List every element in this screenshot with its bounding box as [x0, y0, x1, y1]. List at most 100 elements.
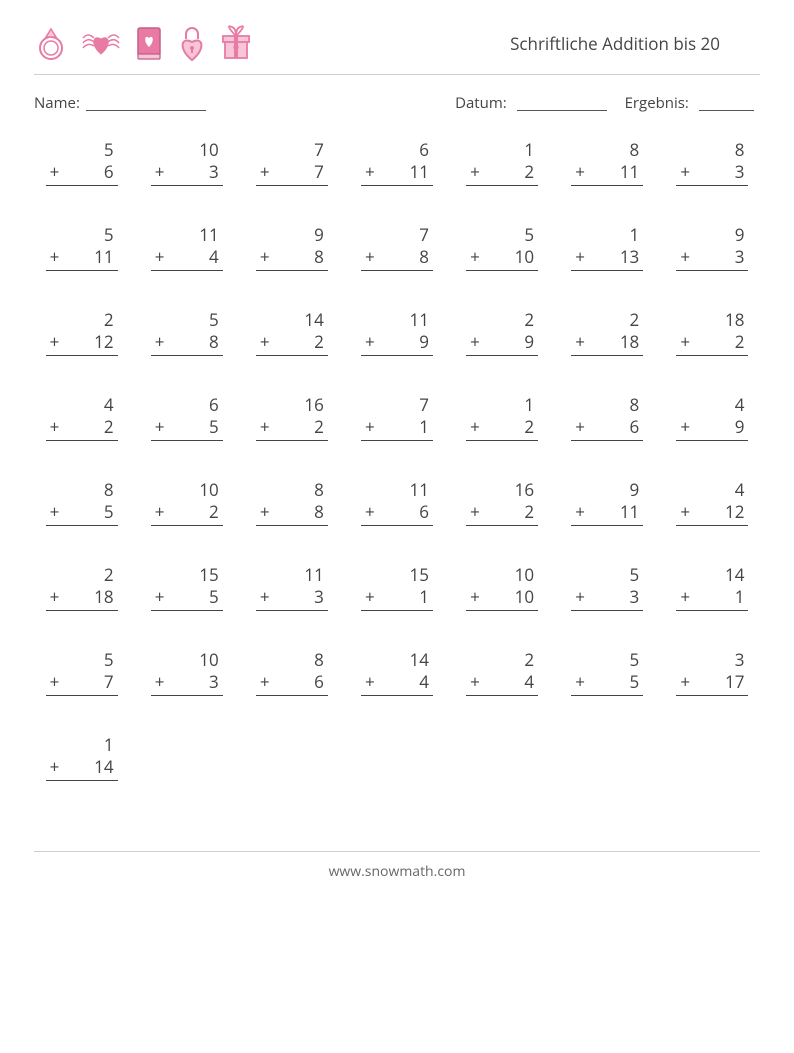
- addition-problem: 10+3: [151, 649, 223, 696]
- addition-problem: 15+5: [151, 564, 223, 611]
- addition-problem: 11+4: [151, 224, 223, 271]
- addend-bottom-row: +11: [571, 161, 643, 186]
- addend-top: 15: [151, 564, 223, 586]
- worksheet-page: Schriftliche Addition bis 20 Name: Datum…: [0, 0, 794, 907]
- plus-sign: +: [466, 586, 510, 608]
- plus-sign: +: [151, 586, 195, 608]
- meta-row: Name: Datum: Ergebnis:: [34, 93, 760, 113]
- addend-top: 6: [151, 394, 223, 416]
- addend-bottom-row: +1: [361, 416, 433, 441]
- addition-problem: 8+8: [256, 479, 328, 526]
- addend-bottom-row: +5: [46, 501, 118, 526]
- addend-bottom-row: +3: [151, 671, 223, 696]
- addition-problem: 2+12: [46, 309, 118, 356]
- addition-problem: 9+8: [256, 224, 328, 271]
- addend-bottom: 6: [300, 671, 324, 693]
- plus-sign: +: [676, 246, 720, 268]
- addend-bottom: 14: [90, 756, 114, 778]
- plus-sign: +: [676, 501, 720, 523]
- addition-problem: 14+2: [256, 309, 328, 356]
- addend-bottom: 3: [195, 161, 219, 183]
- addend-bottom-row: +11: [46, 246, 118, 271]
- addend-bottom: 12: [720, 501, 744, 523]
- date-blank[interactable]: [517, 97, 607, 111]
- plus-sign: +: [466, 161, 510, 183]
- result-blank[interactable]: [699, 97, 754, 111]
- plus-sign: +: [256, 416, 300, 438]
- addend-bottom-row: +4: [361, 671, 433, 696]
- plus-sign: +: [676, 416, 720, 438]
- addend-bottom-row: +10: [466, 246, 538, 271]
- addend-top: 16: [256, 394, 328, 416]
- addend-bottom: 6: [615, 416, 639, 438]
- addend-bottom: 13: [615, 246, 639, 268]
- plus-sign: +: [571, 501, 615, 523]
- addend-bottom: 2: [195, 501, 219, 523]
- addition-problem: 8+6: [256, 649, 328, 696]
- addend-top: 5: [46, 649, 118, 671]
- name-label: Name:: [34, 93, 80, 113]
- addend-bottom: 9: [510, 331, 534, 353]
- plus-sign: +: [676, 671, 720, 693]
- addend-bottom-row: +6: [46, 161, 118, 186]
- addition-problem: 5+3: [571, 564, 643, 611]
- addend-bottom-row: +6: [361, 501, 433, 526]
- problems-grid: 5+610+37+76+111+28+118+35+1111+49+87+85+…: [34, 139, 760, 781]
- addend-top: 14: [256, 309, 328, 331]
- plus-sign: +: [46, 246, 90, 268]
- addend-bottom: 5: [195, 586, 219, 608]
- addend-bottom: 4: [405, 671, 429, 693]
- addend-bottom-row: +3: [676, 246, 748, 271]
- footer-text: www.snowmath.com: [34, 862, 760, 891]
- addend-top: 8: [571, 394, 643, 416]
- result-label: Ergebnis:: [625, 93, 689, 113]
- addend-bottom: 1: [405, 586, 429, 608]
- addend-bottom-row: +18: [571, 331, 643, 356]
- addition-problem: 4+12: [676, 479, 748, 526]
- name-blank[interactable]: [86, 97, 206, 111]
- addition-problem: 3+17: [676, 649, 748, 696]
- addend-top: 2: [571, 309, 643, 331]
- addend-top: 4: [46, 394, 118, 416]
- addend-top: 14: [676, 564, 748, 586]
- addend-bottom: 9: [405, 331, 429, 353]
- addition-problem: 16+2: [466, 479, 538, 526]
- addition-problem: 2+18: [571, 309, 643, 356]
- addition-problem: 9+11: [571, 479, 643, 526]
- winged-heart-icon: [80, 28, 122, 58]
- addend-bottom-row: +11: [571, 501, 643, 526]
- addend-top: 1: [466, 139, 538, 161]
- addition-problem: 10+3: [151, 139, 223, 186]
- worksheet-title: Schriftliche Addition bis 20: [510, 32, 760, 55]
- addition-problem: 8+11: [571, 139, 643, 186]
- addend-bottom-row: +6: [571, 416, 643, 441]
- addition-problem: 16+2: [256, 394, 328, 441]
- addend-bottom: 11: [405, 161, 429, 183]
- plus-sign: +: [571, 331, 615, 353]
- addend-top: 5: [46, 139, 118, 161]
- plus-sign: +: [46, 501, 90, 523]
- heart-book-icon: [134, 25, 164, 61]
- plus-sign: +: [46, 161, 90, 183]
- addend-bottom-row: +13: [571, 246, 643, 271]
- addend-bottom: 1: [405, 416, 429, 438]
- addend-top: 7: [361, 224, 433, 246]
- addend-bottom: 3: [720, 161, 744, 183]
- addition-problem: 1+2: [466, 139, 538, 186]
- addend-top: 8: [676, 139, 748, 161]
- addition-problem: 4+2: [46, 394, 118, 441]
- addend-bottom-row: +6: [256, 671, 328, 696]
- addend-bottom-row: +4: [151, 246, 223, 271]
- addend-bottom-row: +4: [466, 671, 538, 696]
- addition-problem: 10+2: [151, 479, 223, 526]
- addition-problem: 10+10: [466, 564, 538, 611]
- ring-icon: [34, 24, 68, 62]
- addend-bottom-row: +12: [46, 331, 118, 356]
- addition-problem: 5+5: [571, 649, 643, 696]
- addend-bottom-row: +3: [676, 161, 748, 186]
- addend-top: 5: [571, 564, 643, 586]
- plus-sign: +: [571, 586, 615, 608]
- plus-sign: +: [361, 161, 405, 183]
- addend-top: 8: [46, 479, 118, 501]
- plus-sign: +: [676, 331, 720, 353]
